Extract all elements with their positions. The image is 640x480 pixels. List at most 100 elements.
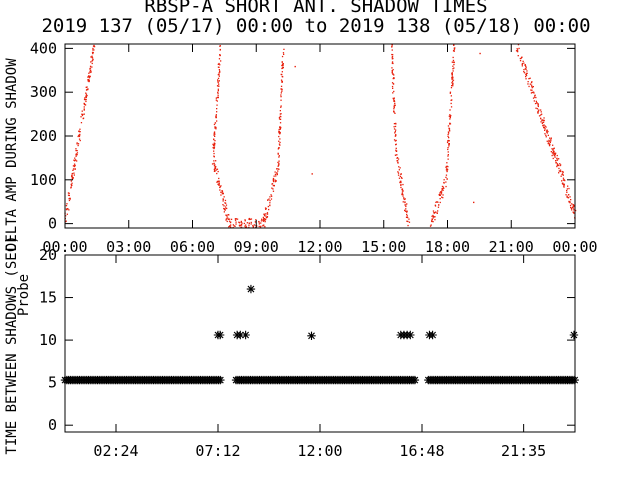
top-data-point: [406, 211, 408, 213]
top-data-point: [217, 80, 219, 82]
top-data-point: [443, 181, 445, 184]
top-data-point: [250, 218, 253, 220]
top-data-point: [83, 108, 85, 110]
top-data-point: [407, 224, 409, 227]
top-data-point: [545, 136, 547, 138]
top-data-point: [397, 161, 399, 164]
top-data-point: [406, 215, 408, 217]
top-data-point: [279, 132, 281, 134]
top-data-point: [282, 63, 284, 65]
top-data-point: [266, 216, 269, 218]
top-data-point: [531, 85, 533, 87]
top-data-point: [218, 85, 220, 87]
top-data-point: [87, 76, 89, 78]
top-data-point: [392, 97, 394, 99]
top-data-point: [77, 135, 79, 138]
top-data-point: [530, 92, 533, 94]
top-data-point: [230, 226, 232, 229]
top-data-point: [543, 117, 545, 119]
top-data-point: [92, 45, 95, 47]
top-data-point: [213, 150, 215, 152]
top-data-point: [216, 108, 218, 110]
top-data-point: [278, 135, 280, 138]
top-data-point: [401, 191, 404, 193]
top-data-point: [393, 139, 396, 141]
top-data-point: [439, 194, 441, 196]
top-data-point: [392, 98, 395, 100]
bottom-data-point: [246, 284, 256, 294]
top-data-point: [70, 183, 72, 186]
top-data-point: [280, 92, 282, 94]
top-data-point: [79, 128, 81, 130]
top-data-point: [437, 210, 439, 212]
top-data-point: [561, 180, 563, 182]
top-data-point: [244, 220, 246, 222]
top-data-point: [73, 163, 76, 165]
top-data-point: [531, 87, 533, 89]
top-data-point: [452, 56, 454, 59]
top-data-point: [282, 52, 285, 54]
top-data-point: [573, 205, 575, 207]
top-x-tick-label: 06:00: [170, 238, 215, 256]
top-data-point: [271, 187, 273, 189]
top-data-point: [71, 182, 73, 184]
top-data-point: [217, 180, 220, 182]
top-data-point: [93, 49, 95, 51]
top-data-point: [548, 143, 550, 145]
top-data-point: [565, 194, 567, 196]
top-data-point: [228, 220, 231, 222]
top-data-point: [450, 115, 452, 117]
top-data-point: [278, 168, 280, 170]
top-data-point: [520, 57, 522, 60]
top-data-point: [213, 170, 216, 172]
top-data-point: [92, 58, 94, 61]
top-data-point: [92, 59, 94, 61]
top-data-point: [67, 194, 70, 196]
top-data-point: [436, 212, 438, 214]
top-data-point: [393, 128, 396, 130]
top-data-point: [225, 204, 228, 206]
top-data-point: [519, 57, 521, 60]
top-data-point: [569, 196, 571, 198]
top-data-point: [279, 138, 281, 140]
top-data-point: [449, 91, 452, 93]
top-data-point: [556, 154, 558, 157]
top-data-point: [213, 152, 215, 155]
top-data-point: [401, 192, 403, 195]
top-data-point: [73, 159, 75, 161]
top-data-point: [225, 202, 227, 204]
top-data-point: [448, 129, 451, 131]
top-data-point: [74, 157, 76, 159]
top-data-point: [279, 110, 281, 112]
top-data-point: [521, 62, 524, 65]
top-data-point: [269, 202, 271, 204]
top-data-point: [547, 134, 549, 136]
top-data-point: [393, 104, 395, 106]
top-data-point: [527, 83, 529, 85]
top-data-point: [68, 199, 71, 202]
top-data-point: [391, 44, 393, 46]
top-data-point: [441, 196, 443, 198]
top-data-point: [259, 226, 262, 228]
top-data-point: [84, 99, 86, 101]
top-data-point: [280, 113, 282, 115]
top-data-point: [403, 198, 405, 201]
top-x-tick-label: 12:00: [297, 238, 342, 256]
top-data-point: [217, 93, 219, 95]
top-data-point: [541, 119, 543, 121]
top-data-point: [282, 66, 284, 69]
top-data-point: [517, 49, 519, 51]
top-data-point: [281, 90, 283, 92]
top-data-point: [449, 116, 451, 118]
top-data-point: [213, 134, 215, 136]
top-data-point: [545, 131, 548, 133]
top-data-point: [277, 152, 279, 154]
top-data-point: [393, 100, 396, 103]
top-data-point: [546, 130, 548, 132]
top-data-point: [215, 128, 217, 130]
top-data-point: [556, 163, 559, 165]
top-data-point: [434, 211, 436, 214]
top-data-point: [278, 143, 281, 145]
top-data-point: [549, 140, 551, 142]
top-data-point: [400, 176, 403, 179]
